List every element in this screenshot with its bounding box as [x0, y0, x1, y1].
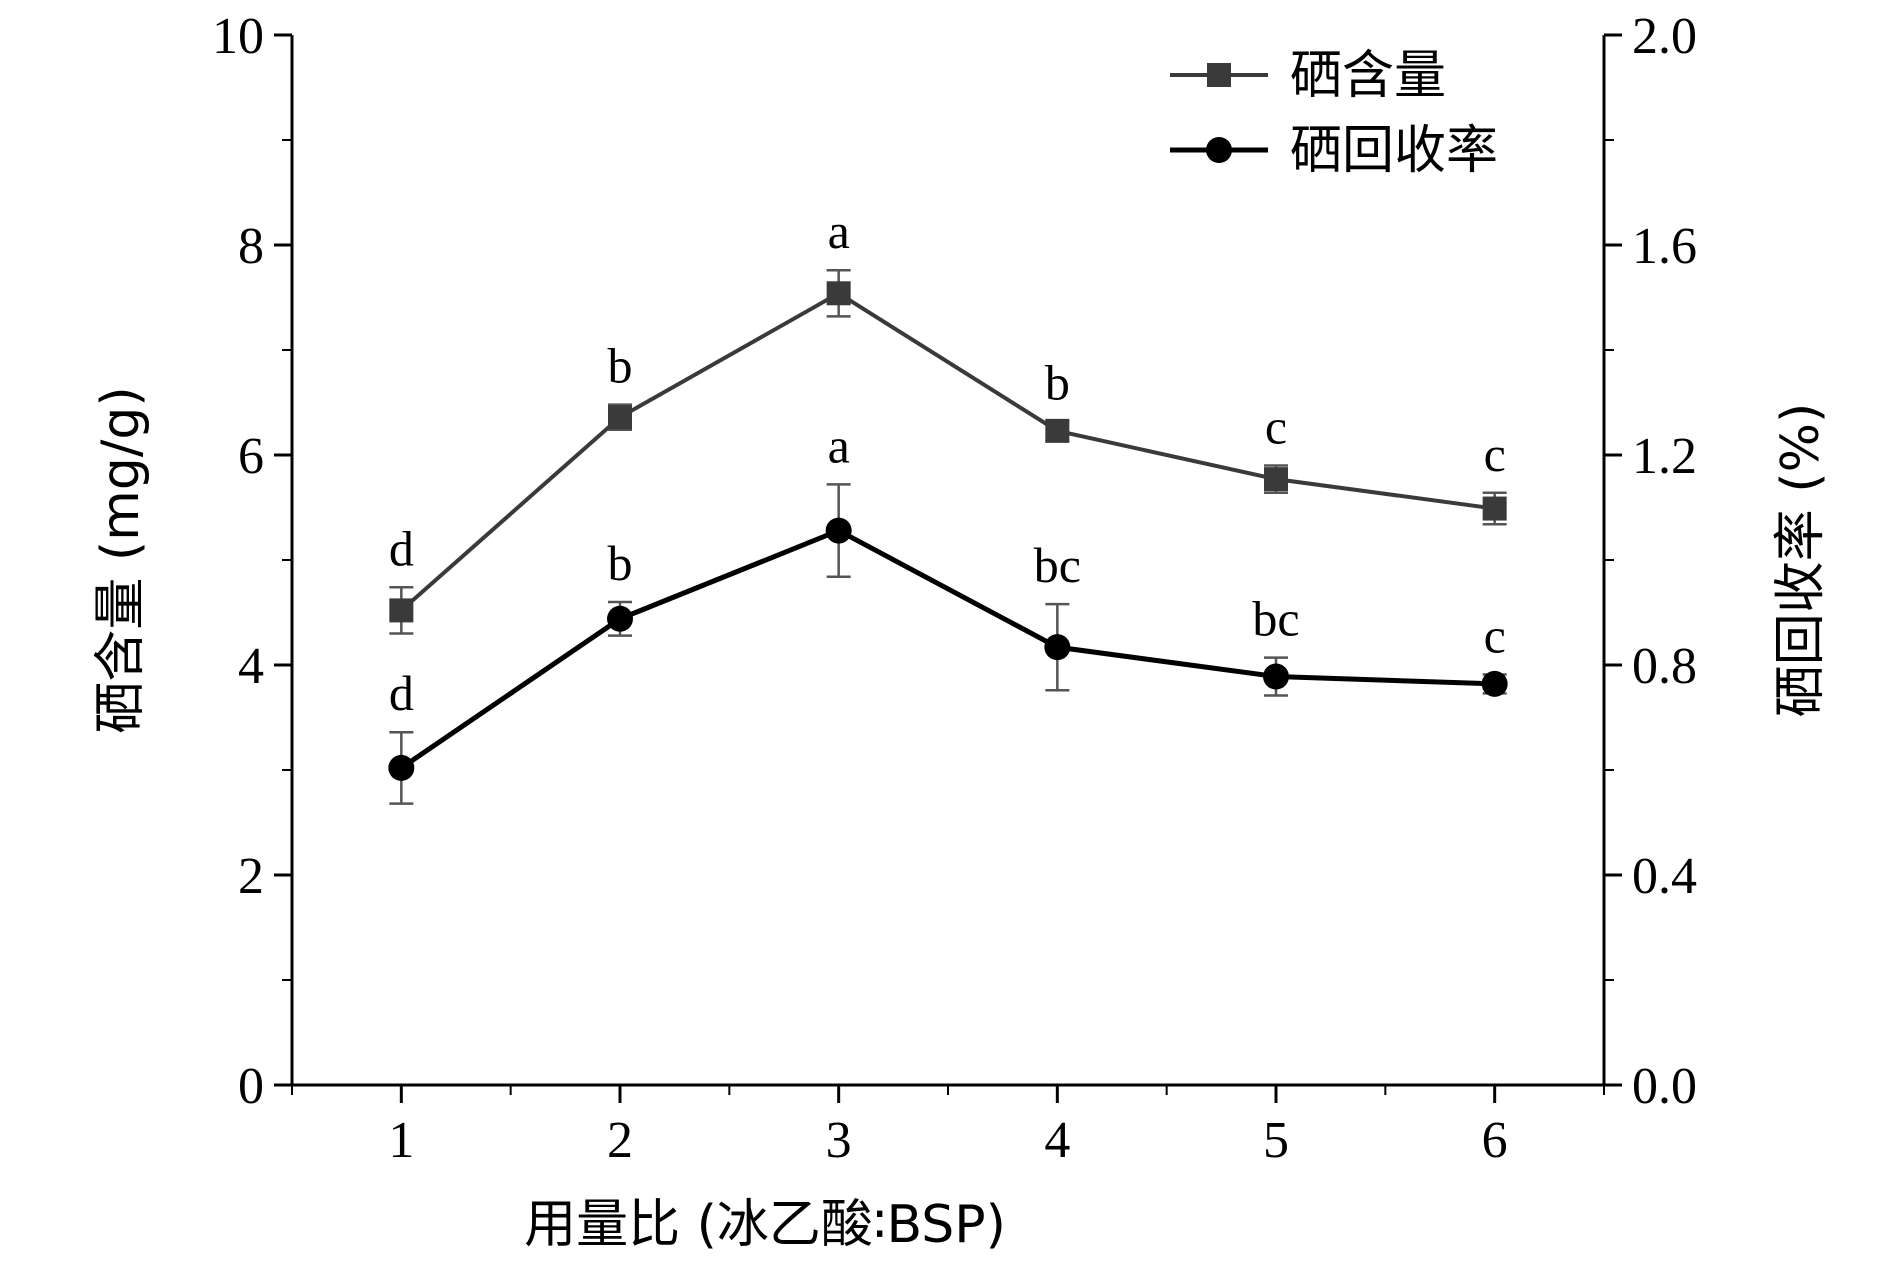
data-point-circle: [825, 517, 852, 544]
significance-label: bc: [1252, 591, 1299, 647]
data-point-circle: [388, 754, 415, 781]
x-tick-label: 5: [1263, 1112, 1289, 1169]
right-y-tick-label: 0.4: [1632, 848, 1697, 905]
significance-label: c: [1484, 426, 1506, 482]
data-point-square: [608, 405, 632, 430]
legend-entry-selenium-content: 硒含量: [1170, 46, 1446, 106]
legend-entry-selenium-recovery: 硒回收率: [1170, 121, 1498, 181]
data-point-square: [1045, 418, 1070, 443]
significance-label: bc: [1034, 537, 1081, 593]
series-selenium-content: [389, 268, 1507, 635]
significance-label: c: [1265, 399, 1287, 455]
right-y-tick-label: 2.0: [1632, 8, 1697, 65]
left-y-tick-label: 4: [238, 638, 264, 695]
plot-frame: [290, 35, 1606, 1087]
right-y-tick-label: 0.8: [1632, 638, 1697, 695]
series-selenium-recovery: [388, 483, 1508, 805]
series-line: [400, 290, 1495, 612]
left-y-tick-label: 10: [212, 8, 264, 65]
significance-label: c: [1484, 607, 1506, 663]
left-y-axis-ticks: 0 2 4 6 8 10: [212, 8, 292, 1115]
left-y-axis-title: 硒含量 (mg/g): [91, 386, 151, 733]
right-y-tick-label: 1.2: [1632, 428, 1697, 485]
significance-label: a: [828, 203, 850, 259]
data-point-circle: [1044, 634, 1071, 661]
x-axis-ticks: 1 2 3 4 5 6: [291, 1085, 1605, 1169]
x-axis-title: 用量比 (冰乙酸∶BSP): [524, 1195, 1006, 1255]
right-y-tick-label: 1.6: [1632, 218, 1697, 275]
right-y-axis-title: 硒回收率 (%): [1771, 403, 1831, 718]
significance-label: a: [828, 417, 850, 473]
series-line: [399, 527, 1495, 770]
legend-label-selenium-recovery: 硒回收率: [1290, 121, 1498, 181]
right-y-tick-label: 0.0: [1632, 1058, 1697, 1115]
left-y-tick-label: 0: [238, 1058, 264, 1115]
legend: 硒含量 硒回收率: [1170, 46, 1498, 181]
x-tick-label: 3: [826, 1112, 852, 1169]
left-y-tick-label: 2: [238, 848, 264, 905]
data-point-square: [1264, 467, 1288, 492]
x-tick-label: 6: [1482, 1112, 1508, 1169]
significance-label: b: [608, 338, 633, 394]
x-tick-label: 4: [1044, 1112, 1070, 1169]
legend-square-marker: [1207, 63, 1231, 87]
significance-label: b: [1045, 354, 1070, 410]
right-y-axis-ticks: 0.0 0.4 0.8 1.2 1.6 2.0: [1604, 8, 1697, 1115]
significance-label: b: [608, 535, 633, 591]
significance-label: d: [389, 665, 414, 721]
data-point-circle: [1263, 663, 1289, 690]
x-tick-label: 2: [607, 1112, 633, 1169]
data-point-square: [1482, 496, 1507, 521]
left-y-tick-label: 6: [238, 428, 264, 485]
data-point-square: [826, 281, 851, 306]
legend-circle-marker: [1206, 137, 1232, 163]
data-point-circle: [1481, 670, 1508, 697]
significance-label: d: [389, 520, 414, 576]
data-point-circle: [607, 605, 633, 632]
series-layer: [388, 268, 1508, 805]
data-point-square: [389, 598, 414, 623]
x-tick-label: 1: [388, 1112, 414, 1169]
left-y-tick-label: 8: [238, 218, 264, 275]
legend-label-selenium-content: 硒含量: [1290, 46, 1446, 106]
